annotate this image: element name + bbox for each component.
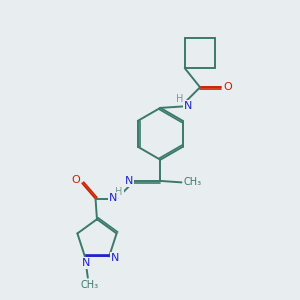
Text: N: N — [82, 258, 91, 268]
Text: N: N — [111, 253, 119, 263]
Text: H: H — [116, 187, 123, 197]
Text: CH₃: CH₃ — [80, 280, 98, 290]
Text: N: N — [125, 176, 133, 186]
Text: CH₃: CH₃ — [184, 177, 202, 188]
Text: O: O — [224, 82, 232, 92]
Text: N: N — [184, 100, 192, 110]
Text: O: O — [71, 175, 80, 185]
Text: H: H — [176, 94, 183, 104]
Text: N: N — [109, 193, 117, 203]
